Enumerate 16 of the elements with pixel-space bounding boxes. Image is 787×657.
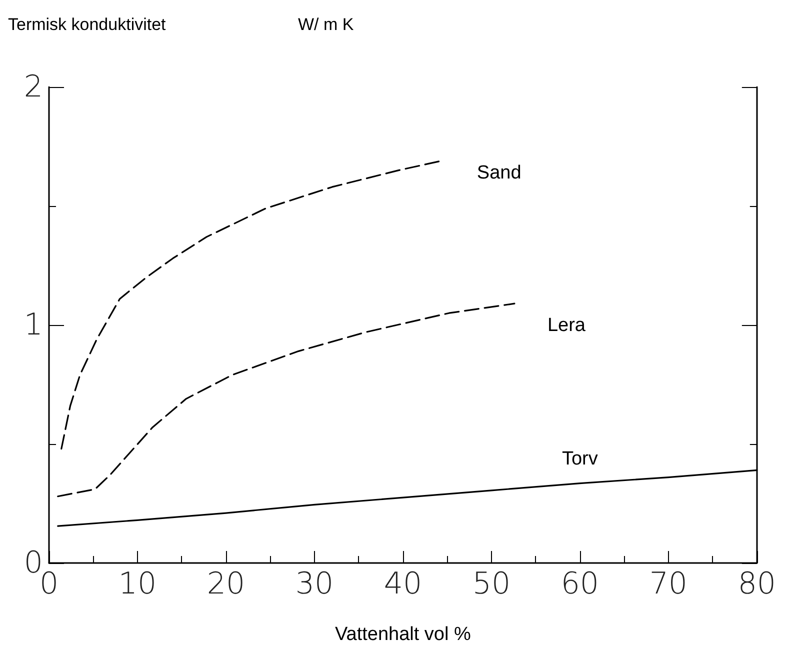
series-label: Lera (547, 315, 586, 336)
x-tick-label: 50 (472, 566, 511, 602)
x-axis-title: Vattenhalt vol % (335, 624, 472, 645)
x-tick-label: 40 (384, 566, 422, 602)
y-tick-label: 1 (24, 308, 43, 342)
x-tick-label: 30 (295, 566, 334, 602)
text: W/ m K (298, 15, 354, 34)
y-tick-label: 2 (24, 70, 43, 104)
series-label: Sand (476, 162, 522, 184)
x-tick-label: 10 (118, 566, 157, 602)
y-axis-title: Termisk konduktivitet (8, 15, 166, 34)
x-tick-label: 60 (560, 566, 600, 602)
x-tick-label: 70 (649, 566, 688, 602)
series-label: Torv (562, 448, 598, 470)
x-tick-label: 20 (206, 566, 246, 602)
x-tick-label: 80 (738, 566, 776, 602)
